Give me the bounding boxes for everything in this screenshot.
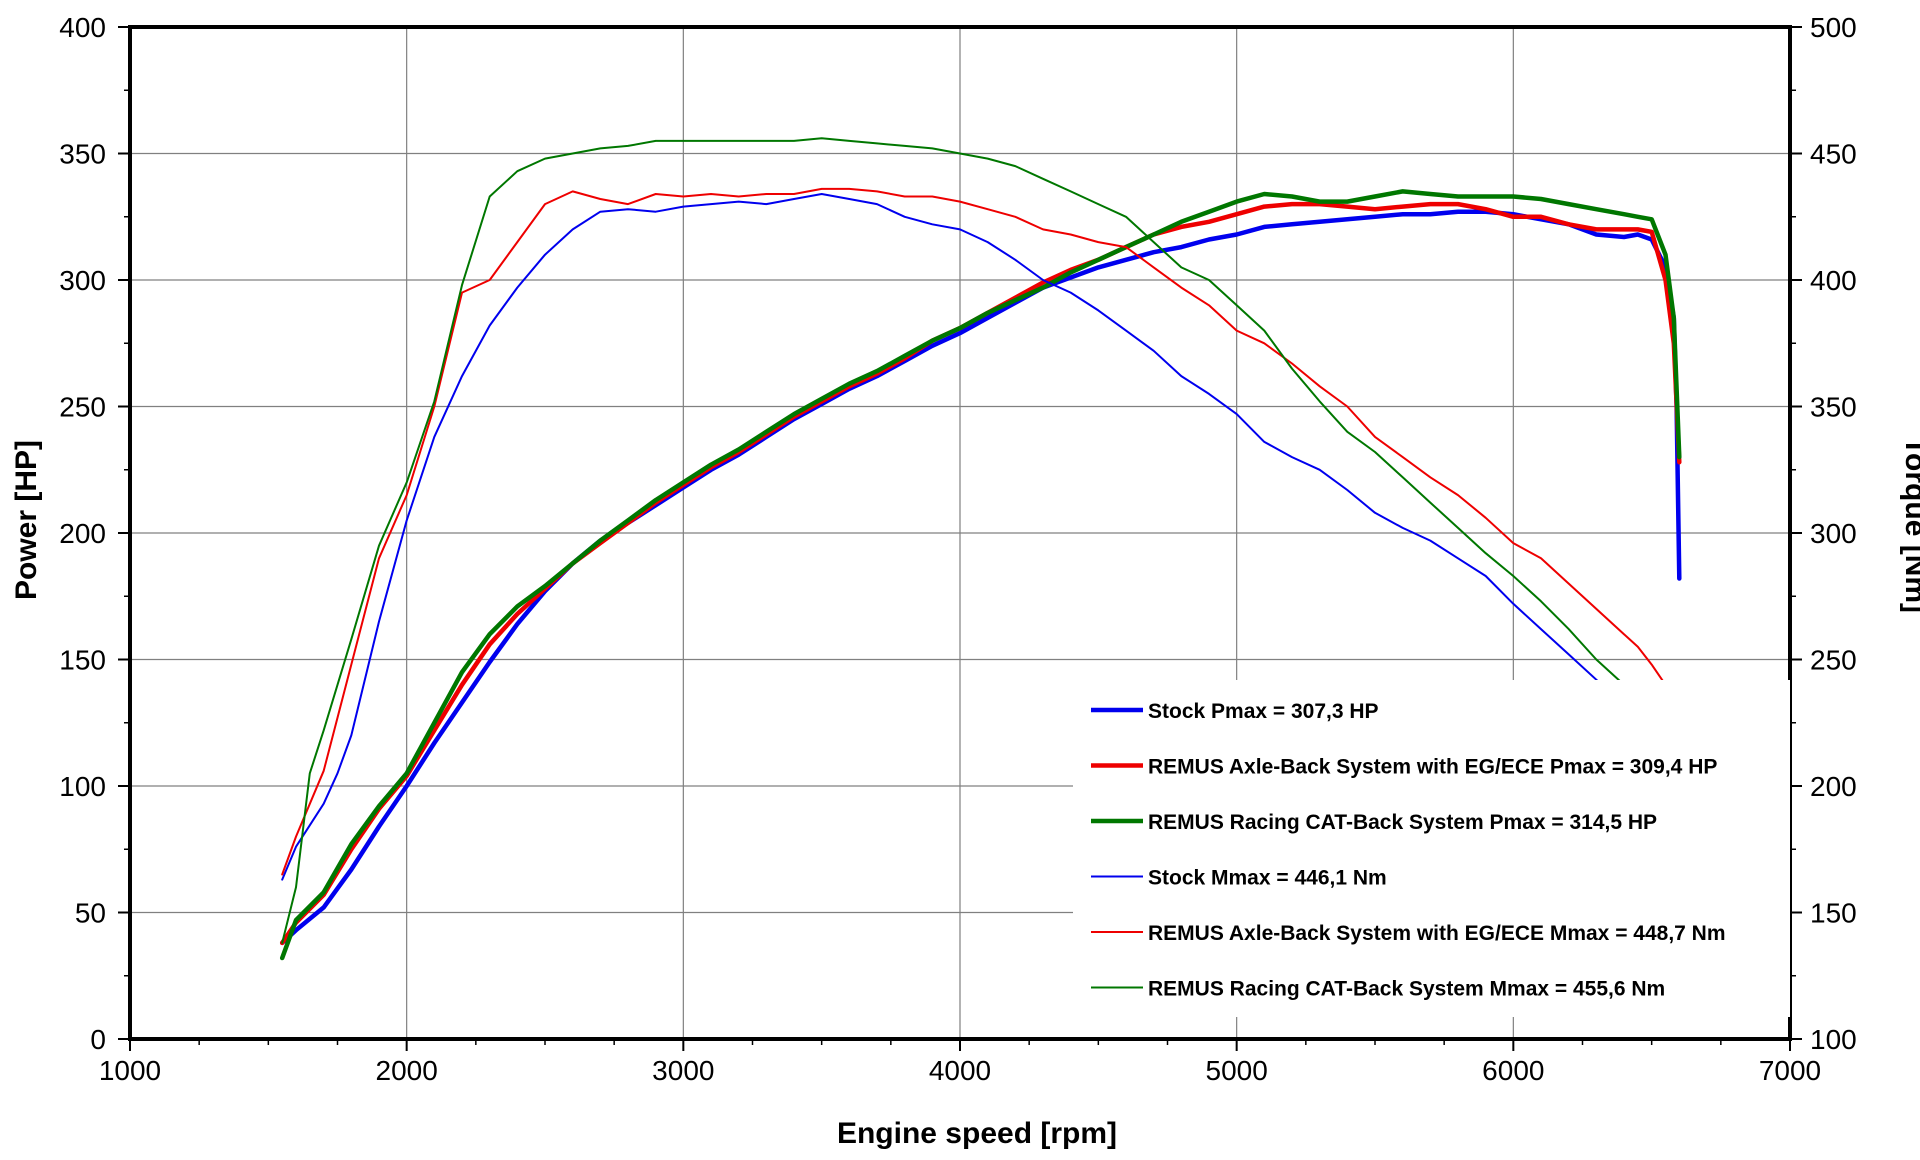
series-layer <box>279 137 1682 961</box>
y-tick-label: 250 <box>59 392 106 423</box>
x-tick-label: 7000 <box>1759 1055 1821 1086</box>
y-tick-label: 150 <box>59 645 106 676</box>
y2-tick-label: 400 <box>1810 265 1857 296</box>
y2-axis-title: Torque [Nm] <box>1899 437 1920 613</box>
y2-tick-label: 350 <box>1810 392 1857 423</box>
y-tick-label: 400 <box>59 12 106 43</box>
y-tick-label: 200 <box>59 518 106 549</box>
y-tick-label: 100 <box>59 771 106 802</box>
legend: Stock Pmax = 307,3 HP REMUS Axle-Back Sys… <box>1073 680 1790 1017</box>
legend-label-4: Stock Mmax = 446,1 Nm <box>1148 867 1387 890</box>
x-tick-label: 5000 <box>1206 1055 1268 1086</box>
y-tick-label: 350 <box>59 139 106 170</box>
tick-labels: 1000 2000 3000 4000 5000 6000 7000 0 50 100 150 200… <box>59 12 1856 1086</box>
y-axis-title: Power [HP] <box>10 440 43 600</box>
legend-label-6: REMUS Racing CAT-Back System Mmax = 455,… <box>1148 978 1665 1001</box>
legend-label-5: REMUS Axle-Back System with EG/ECE Mmax … <box>1148 922 1726 945</box>
legend-label-3: REMUS Racing CAT-Back System Pmax = 314,… <box>1148 811 1657 834</box>
y2-tick-label: 500 <box>1810 12 1857 43</box>
legend-label-1: Stock Pmax = 307,3 HP <box>1148 700 1379 723</box>
series-line-6 <box>281 137 1678 944</box>
series-line-2 <box>279 201 1682 946</box>
tick-marks <box>118 26 1802 1051</box>
x-tick-label: 1000 <box>99 1055 161 1086</box>
x-tick-label: 6000 <box>1482 1055 1544 1086</box>
series-line-4 <box>281 193 1678 914</box>
y-tick-label: 0 <box>90 1024 106 1055</box>
y2-tick-label: 300 <box>1810 518 1857 549</box>
series-line-5 <box>281 187 1678 914</box>
x-axis-title: Engine speed [rpm] <box>837 1117 1117 1150</box>
x-tick-label: 2000 <box>376 1055 438 1086</box>
y-tick-label: 300 <box>59 265 106 296</box>
y-tick-label: 50 <box>75 898 106 929</box>
y2-tick-label: 250 <box>1810 645 1857 676</box>
x-tick-label: 3000 <box>652 1055 714 1086</box>
y2-tick-label: 450 <box>1810 139 1857 170</box>
y2-tick-label: 200 <box>1810 771 1857 802</box>
x-tick-label: 4000 <box>929 1055 991 1086</box>
y2-tick-label: 100 <box>1810 1024 1857 1055</box>
y2-tick-label: 150 <box>1810 898 1857 929</box>
legend-background <box>1073 680 1790 1017</box>
legend-label-2: REMUS Axle-Back System with EG/ECE Pmax … <box>1148 756 1717 779</box>
series-line-3 <box>279 189 1682 961</box>
